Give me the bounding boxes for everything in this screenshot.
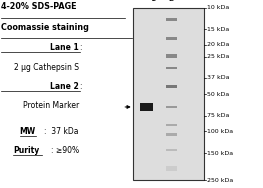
Bar xyxy=(166,18,178,21)
Bar xyxy=(140,103,153,111)
Text: :: : xyxy=(79,42,82,52)
Text: Lane 1: Lane 1 xyxy=(50,42,79,52)
Bar xyxy=(133,8,204,180)
Text: 37 kDa: 37 kDa xyxy=(207,75,230,80)
Bar xyxy=(166,85,178,88)
Text: Protein Marker: Protein Marker xyxy=(23,101,79,110)
Text: 2: 2 xyxy=(169,0,174,3)
Text: 20 kDa: 20 kDa xyxy=(207,42,229,47)
Text: 100 kDa: 100 kDa xyxy=(207,129,233,134)
Bar xyxy=(166,124,178,127)
Bar xyxy=(166,67,178,69)
Text: 15 kDa: 15 kDa xyxy=(207,27,229,32)
Text: Purity: Purity xyxy=(13,146,39,155)
Bar xyxy=(166,149,178,151)
Text: 50 kDa: 50 kDa xyxy=(207,92,229,96)
Text: Lane 2: Lane 2 xyxy=(50,82,79,91)
Bar xyxy=(166,106,178,108)
Text: 4-20% SDS-PAGE: 4-20% SDS-PAGE xyxy=(1,2,77,11)
Text: 2 μg Cathepsin S: 2 μg Cathepsin S xyxy=(14,63,79,72)
Text: 10 kDa: 10 kDa xyxy=(207,5,229,10)
Text: 1: 1 xyxy=(150,0,156,3)
Bar xyxy=(166,166,178,171)
Text: 250 kDa: 250 kDa xyxy=(207,178,233,183)
Text: MW: MW xyxy=(20,127,36,136)
Bar xyxy=(166,133,178,136)
Text: 25 kDa: 25 kDa xyxy=(207,54,229,59)
Text: 75 kDa: 75 kDa xyxy=(207,113,229,118)
Text: : ≥90%: : ≥90% xyxy=(51,146,79,155)
Text: Coomassie staining: Coomassie staining xyxy=(1,23,89,32)
Bar xyxy=(166,54,178,58)
Text: :  37 kDa: : 37 kDa xyxy=(44,127,79,136)
Text: :: : xyxy=(79,82,82,91)
Text: 150 kDa: 150 kDa xyxy=(207,151,233,155)
Bar xyxy=(166,37,178,40)
